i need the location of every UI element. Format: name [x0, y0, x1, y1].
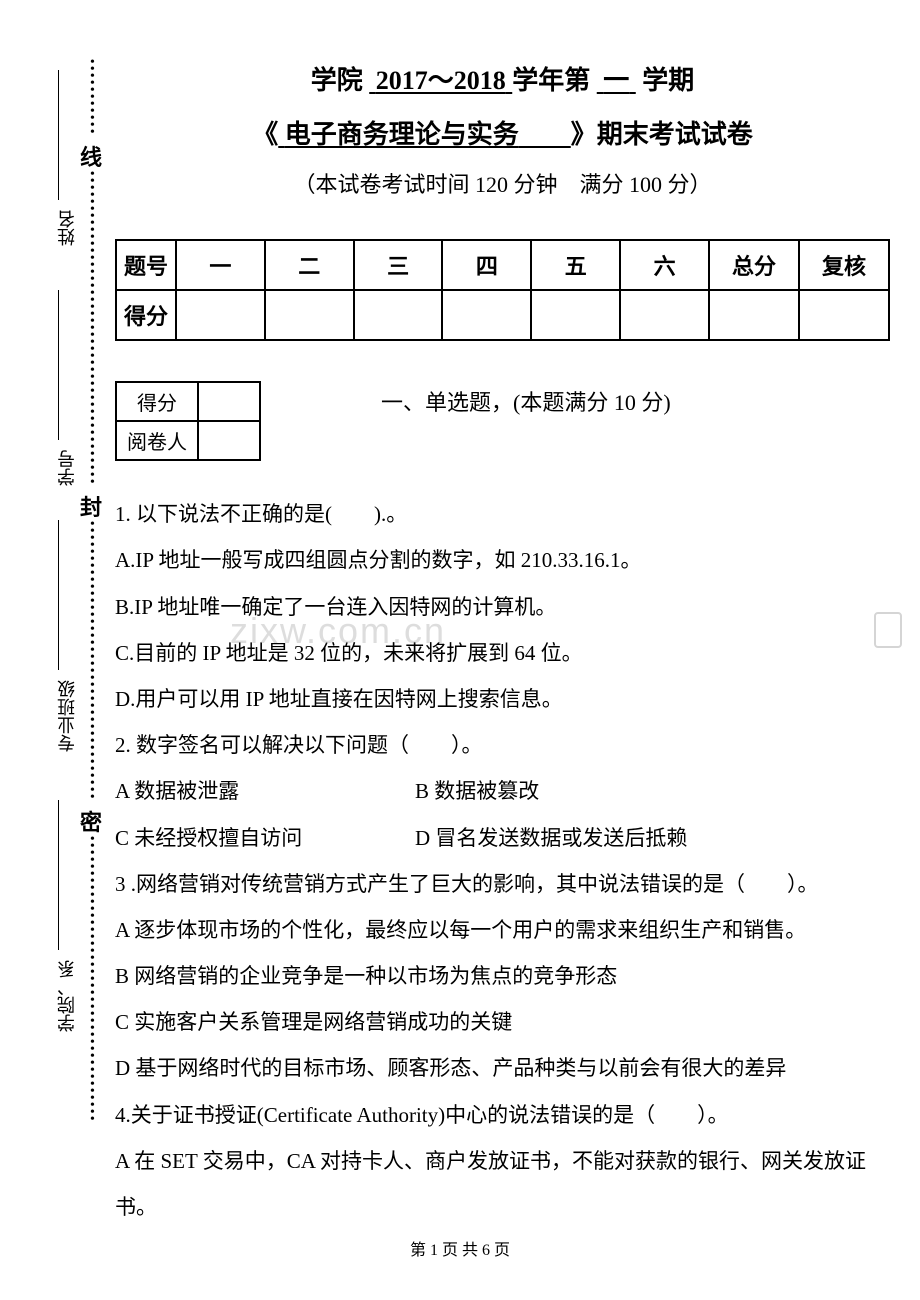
- score-cell: [442, 290, 531, 340]
- grader-table: 得分 阅卷人: [115, 381, 261, 461]
- score-table: 题号 一 二 三 四 五 六 总分 复核 得分: [115, 239, 890, 341]
- label-class: 专业班级: [54, 680, 80, 752]
- binding-sidebar: 姓名 学号 专业班级 学院、系 线 封 密 ••••••••••••••••••…: [30, 60, 90, 1120]
- score-cell: [620, 290, 709, 340]
- q1-opt-b: B.IP 地址唯一确定了一台连入因特网的计算机。: [115, 584, 890, 630]
- exam-info: （本试卷考试时间 120 分钟 满分 100 分）: [115, 167, 890, 199]
- score-cell: [799, 290, 889, 340]
- table-row: 阅卷人: [116, 421, 260, 460]
- label-student-id: 学号: [54, 450, 80, 486]
- q1-opt-d: D.用户可以用 IP 地址直接在因特网上搜索信息。: [115, 676, 890, 722]
- q3-stem: 3 .网络营销对传统营销方式产生了巨大的影响，其中说法错误的是（ ）。: [115, 861, 890, 907]
- q2-opt-c: C 未经授权擅自访问: [115, 815, 415, 861]
- table-row: 题号 一 二 三 四 五 六 总分 复核: [116, 240, 889, 290]
- table-row: 得分: [116, 290, 889, 340]
- col-total: 总分: [709, 240, 799, 290]
- col-1: 一: [176, 240, 265, 290]
- q2-row-1: A 数据被泄露 B 数据被篡改: [115, 768, 890, 814]
- q2-stem: 2. 数字签名可以解决以下问题（ ）。: [115, 722, 890, 768]
- small-grader-label: 阅卷人: [116, 421, 198, 460]
- score-cell: [354, 290, 443, 340]
- row-header-question: 题号: [116, 240, 176, 290]
- q1-opt-a: A.IP 地址一般写成四组圆点分割的数字，如 210.33.16.1。: [115, 537, 890, 583]
- col-2: 二: [265, 240, 354, 290]
- col-6: 六: [620, 240, 709, 290]
- questions-block: 1. 以下说法不正确的是( ).。 A.IP 地址一般写成四组圆点分割的数字，如…: [115, 491, 890, 1230]
- semester-suffix: 学期: [642, 66, 694, 95]
- col-4: 四: [442, 240, 531, 290]
- header-line-2: 《 电子商务理论与实务 》期末考试试卷: [115, 114, 890, 156]
- small-score-label: 得分: [116, 382, 198, 421]
- section-header-row: 得分 阅卷人 一、单选题，(本题满分 10 分): [115, 381, 890, 461]
- q1-opt-c: C.目前的 IP 地址是 32 位的，未来将扩展到 64 位。: [115, 630, 890, 676]
- score-cell: [176, 290, 265, 340]
- score-cell: [709, 290, 799, 340]
- fill-line-1: [58, 70, 59, 200]
- table-row: 得分: [116, 382, 260, 421]
- q2-row-2: C 未经授权擅自访问 D 冒名发送数据或发送后抵赖: [115, 815, 890, 861]
- small-score-cell: [198, 382, 260, 421]
- score-cell: [531, 290, 620, 340]
- year-range: 2017～2018: [369, 66, 512, 95]
- fill-line-2: [58, 290, 59, 440]
- header-line-1: 学院 2017～2018 学年第 一 学期: [115, 60, 890, 102]
- page-content: 学院 2017～2018 学年第 一 学期 《 电子商务理论与实务 》期末考试试…: [115, 60, 890, 1230]
- watermark-icon: [874, 612, 902, 648]
- semester: 一: [597, 66, 636, 95]
- col-review: 复核: [799, 240, 889, 290]
- course-prefix: 《: [252, 120, 278, 149]
- q3-opt-b: B 网络营销的企业竞争是一种以市场为焦点的竞争形态: [115, 953, 890, 999]
- dotted-line: ••••••••••••••••••••••••••••••••••••••••…: [90, 60, 95, 1120]
- q2-opt-d: D 冒名发送数据或发送后抵赖: [415, 815, 687, 861]
- label-name: 姓名: [54, 210, 80, 246]
- section-1-title: 一、单选题，(本题满分 10 分): [381, 385, 671, 417]
- institute-text: 学院: [311, 66, 363, 95]
- q2-opt-b: B 数据被篡改: [415, 768, 539, 814]
- q3-opt-d: D 基于网络时代的目标市场、顾客形态、产品种类与以前会有很大的差异: [115, 1045, 890, 1091]
- fill-line-3: [58, 520, 59, 670]
- col-3: 三: [354, 240, 443, 290]
- q2-opt-a: A 数据被泄露: [115, 768, 415, 814]
- course-suffix: 》期末考试试卷: [571, 120, 753, 149]
- year-suffix: 学年第: [512, 66, 590, 95]
- score-cell: [265, 290, 354, 340]
- row-header-score: 得分: [116, 290, 176, 340]
- exam-header: 学院 2017～2018 学年第 一 学期 《 电子商务理论与实务 》期末考试试…: [115, 60, 890, 199]
- q1-stem: 1. 以下说法不正确的是( ).。: [115, 491, 890, 537]
- col-5: 五: [531, 240, 620, 290]
- q3-opt-a: A 逐步体现市场的个性化，最终应以每一个用户的需求来组织生产和销售。: [115, 907, 890, 953]
- label-department: 学院、系: [54, 960, 80, 1032]
- fill-line-4: [58, 800, 59, 950]
- q3-opt-c: C 实施客户关系管理是网络营销成功的关键: [115, 999, 890, 1045]
- small-grader-cell: [198, 421, 260, 460]
- q4-stem: 4.关于证书授证(Certificate Authority)中心的说法错误的是…: [115, 1092, 890, 1138]
- course-name: 电子商务理论与实务: [278, 120, 571, 149]
- page-footer: 第 1 页 共 6 页: [0, 1236, 920, 1260]
- q4-opt-a: A 在 SET 交易中，CA 对持卡人、商户发放证书，不能对获款的银行、网关发放…: [115, 1138, 890, 1230]
